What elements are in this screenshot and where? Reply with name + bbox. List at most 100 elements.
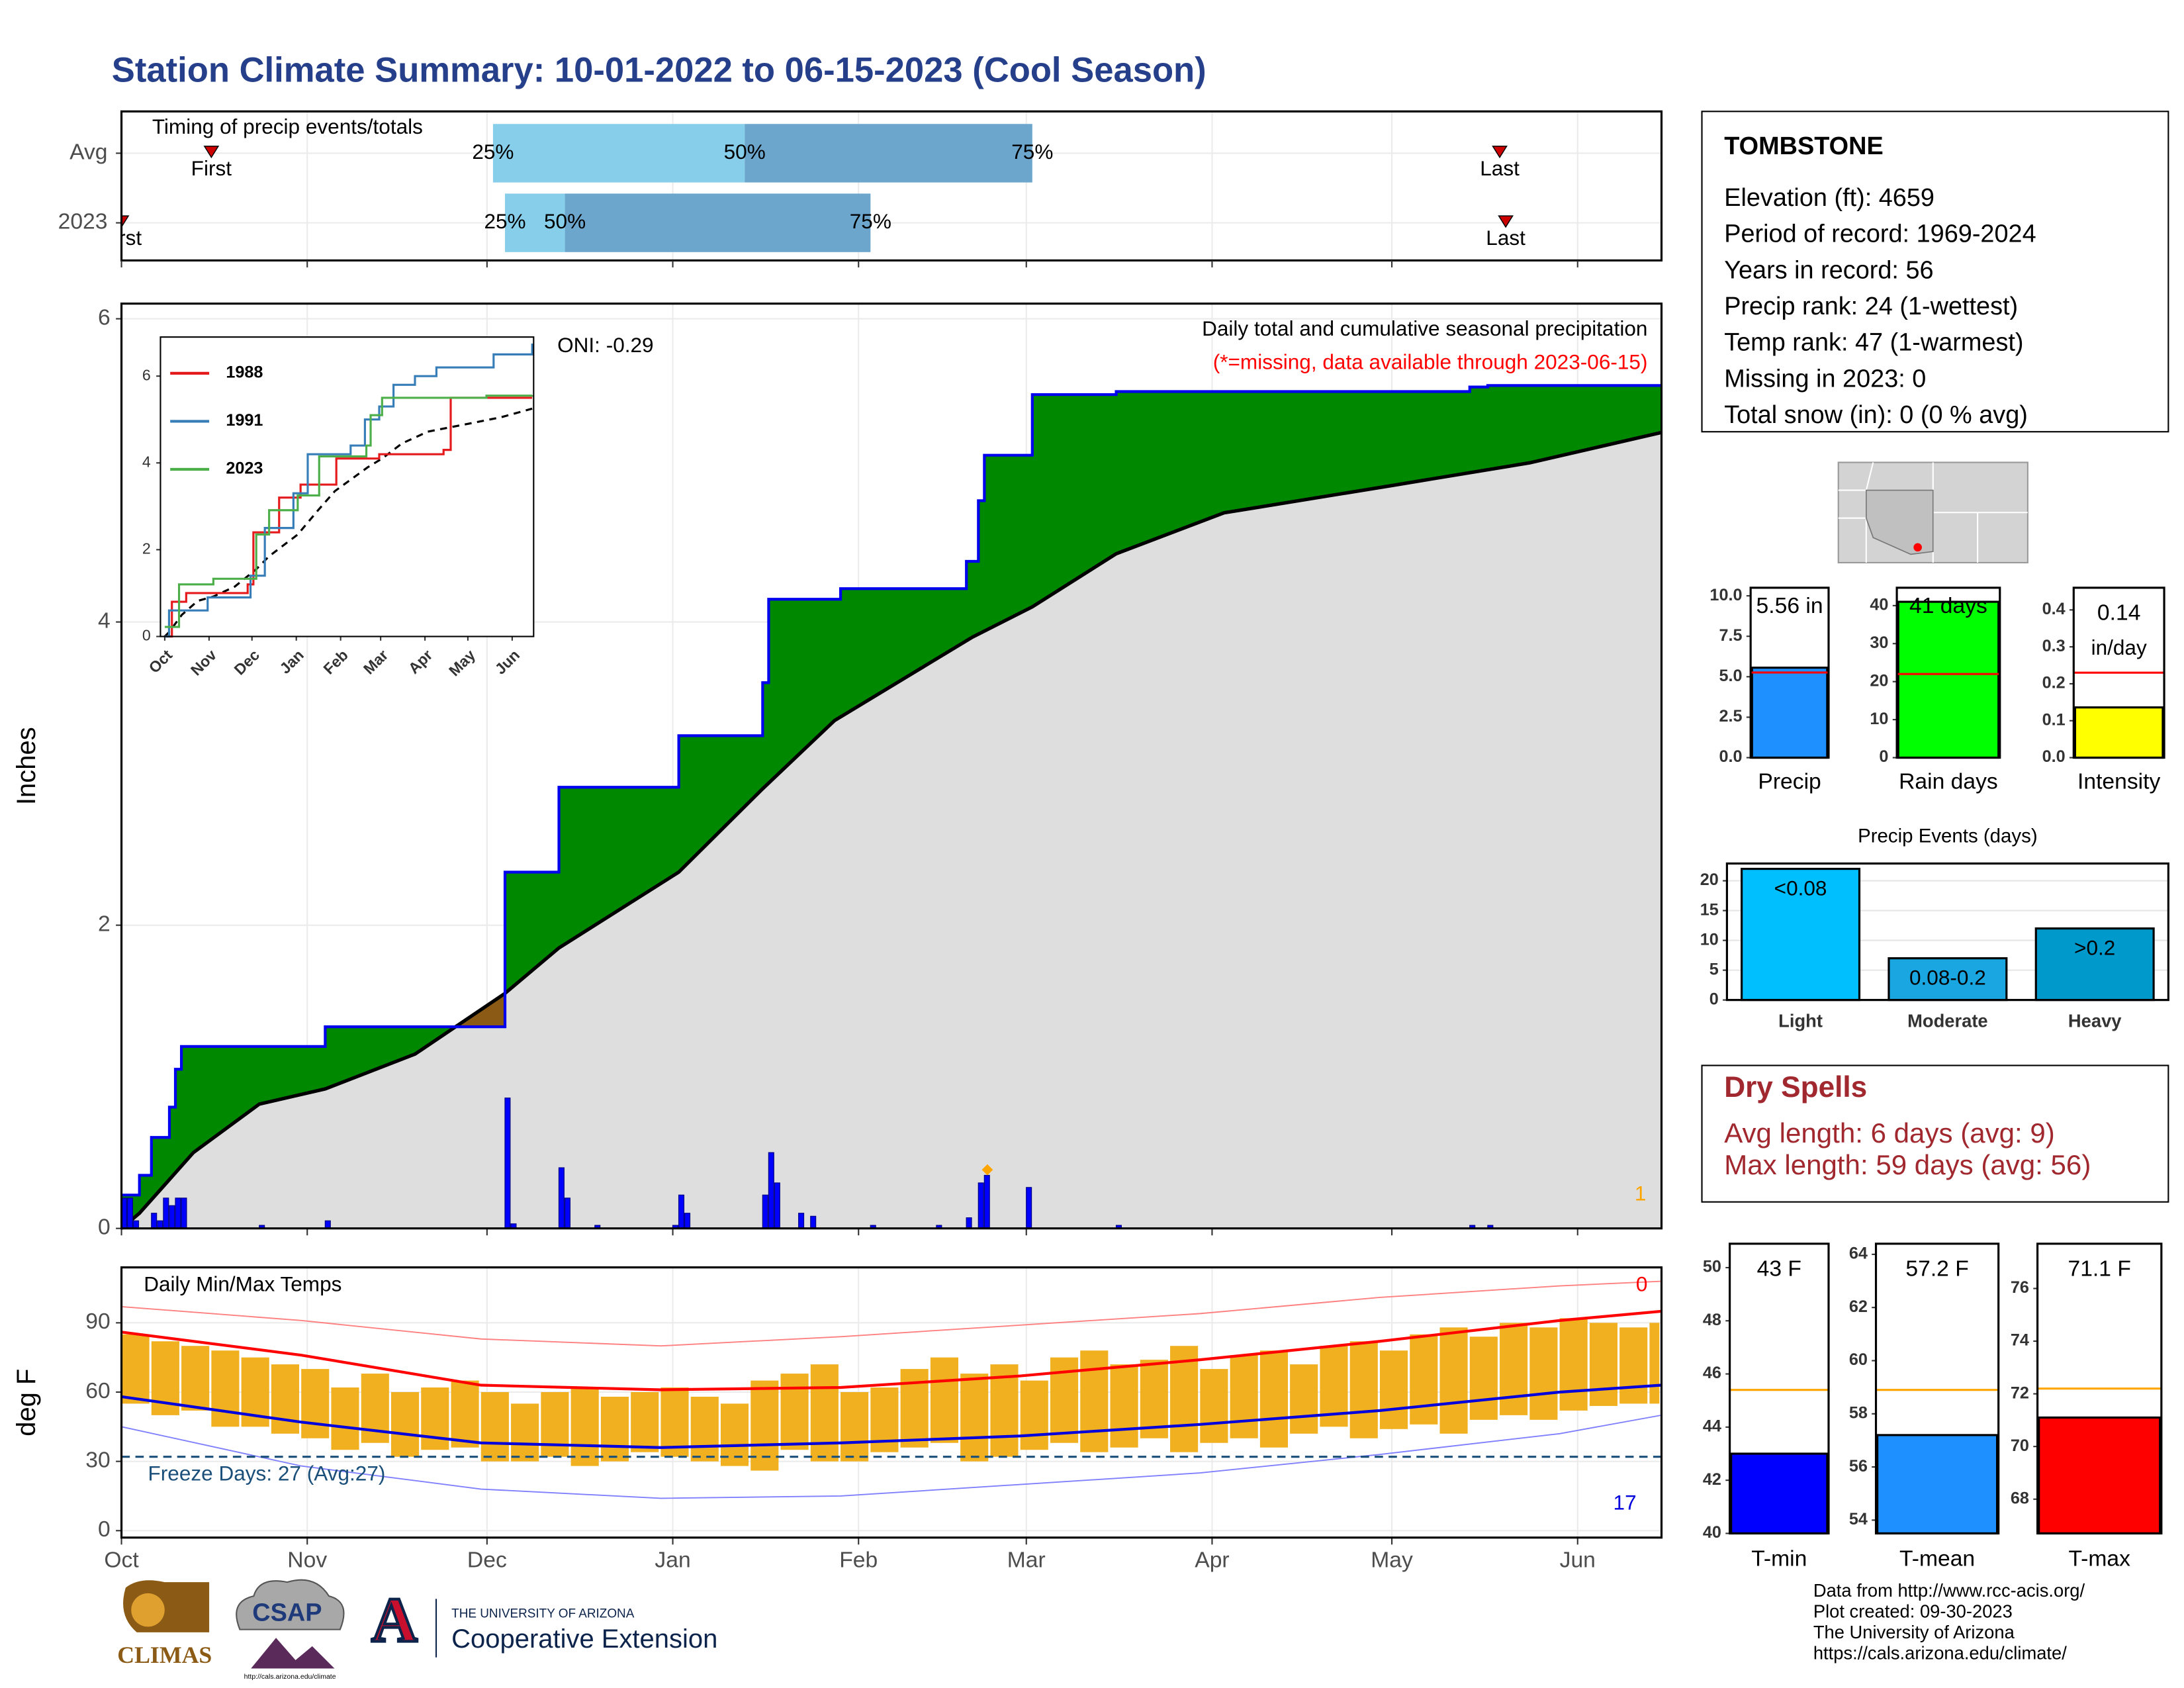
category-label: Moderate [1907,1011,1988,1031]
y-tick-label: 10 [1700,930,1719,949]
temp-range-bar [930,1357,958,1443]
y-tick-label: 0 [1709,990,1719,1008]
ua-a: A [371,1585,418,1656]
annotation: Daily total and cumulative seasonal prec… [1202,316,1647,340]
station-line: Total snow (in): 0 (0 % avg) [1724,401,2028,429]
daily-bar [151,1213,158,1229]
y-tick-label: 56 [1849,1457,1868,1476]
daily-bar [175,1197,181,1229]
credit-line: Plot created: 09-30-2023 [1813,1601,2013,1622]
legend-label: 2023 [226,459,263,478]
temp-range-bar [690,1396,719,1462]
daily-bar [126,1197,134,1229]
temp-range-bar [1259,1350,1288,1448]
event-marker [1492,146,1508,159]
station-line: Period of record: 1969-2024 [1724,220,2036,248]
value-label: 41 days [1909,594,1987,618]
daily-bar [774,1182,780,1229]
bar [1897,600,2000,759]
value-label: 57.2 F [1905,1257,1968,1282]
average-line [120,430,1662,1230]
temp-range-bar [331,1387,359,1450]
temp-range-bar [660,1387,689,1457]
y-tick-label: 0 [98,1215,111,1240]
temp-range-bar [1170,1346,1199,1452]
inset-panel [160,337,534,637]
category-label: Precip [1758,769,1821,794]
y-tick-label: 60 [85,1379,110,1403]
y-tick-label: 0 [1879,747,1888,766]
panel-border [120,303,1663,1230]
page-title: Station Climate Summary: 10-01-2022 to 0… [112,50,1206,89]
quantile-label: 25% [484,209,525,233]
daily-bar [169,1205,175,1229]
temp-range-bar [1500,1323,1528,1415]
y-tick-label: 6 [98,305,111,330]
daily-bar [768,1152,774,1229]
y-tick-label: 48 [1703,1311,1721,1329]
timing-lower-bar [505,193,565,252]
panel-border [1749,586,1830,759]
temp-range-bar [1619,1327,1648,1404]
y-axis-label: Inches [12,727,41,805]
csap-text: CSAP [252,1599,322,1626]
ua-text: THE UNIVERSITY OF ARIZONA [451,1607,635,1620]
temp-range-bar [211,1350,240,1427]
daily-bar [983,1174,990,1229]
y-tick-label: 4 [98,608,111,633]
x-tick-label: Dec [467,1548,507,1572]
y-tick-label: 20 [1700,870,1719,889]
quantile-label: 50% [724,140,766,164]
station-line: Precip rank: 24 (1-wettest) [1724,293,2018,320]
common-area [121,432,1662,1229]
record-low-line [121,1414,1662,1499]
temp-range-bar [121,1334,150,1404]
cumulative-line [121,384,1662,1197]
panel-border [1729,1243,1830,1535]
daily-bar [133,1220,140,1229]
bar [1888,957,2008,1002]
legend-label: 1988 [226,363,263,382]
quantile-label: 75% [1011,140,1053,164]
csap-mountains [251,1638,335,1669]
temp-range-bar [1589,1323,1617,1406]
panel-border [1895,586,2001,759]
series-line [164,397,533,638]
bar [2038,1416,2161,1535]
category-label: Heavy [2068,1011,2122,1031]
inset-border [159,336,535,637]
x-tick-label: Jun [1560,1548,1596,1572]
normal-min-line [121,1383,1662,1449]
y-tick-label: 40 [1703,1523,1721,1542]
quantile-label: 75% [850,209,891,233]
timing-title: Timing of precip events/totals [152,115,423,138]
bar [1741,867,1861,1002]
dry-spells-line: Max length: 59 days (avg: 56) [1724,1149,2091,1180]
bar [1876,1434,1999,1535]
x-tick-label: Apr [1195,1548,1229,1572]
y-tick-label: 30 [85,1448,110,1473]
y-tick-label: 42 [1703,1470,1721,1489]
y-tick-label: 0.1 [2042,710,2066,729]
series-line [164,343,533,638]
csap-cloud [236,1579,345,1630]
category-label: Light [1778,1011,1823,1031]
y-tick-label: 76 [2011,1278,2029,1297]
annotation: (*=missing, data available through 2023-… [1213,350,1648,373]
temp-range-bar [421,1387,449,1450]
arizona [1865,489,1934,555]
y-tick-label: 10 [1870,710,1888,728]
event-marker [121,215,130,228]
timing-plot: Timing of precip events/totals 25% 50% 75% F… [121,111,1662,261]
temp-range-bar [1020,1380,1048,1450]
dry-spells-box [1701,1064,2169,1203]
station-line: Missing in 2023: 0 [1724,365,1926,393]
station-line: Years in record: 56 [1724,256,1933,284]
temp-range-bar [841,1391,869,1462]
panel-border [2072,586,2165,759]
bar [2073,706,2164,759]
temp-range-bar [780,1374,809,1450]
extension-text: Cooperative Extension [451,1624,717,1654]
daily-bar [762,1194,768,1229]
temp-range-bar [541,1391,569,1457]
